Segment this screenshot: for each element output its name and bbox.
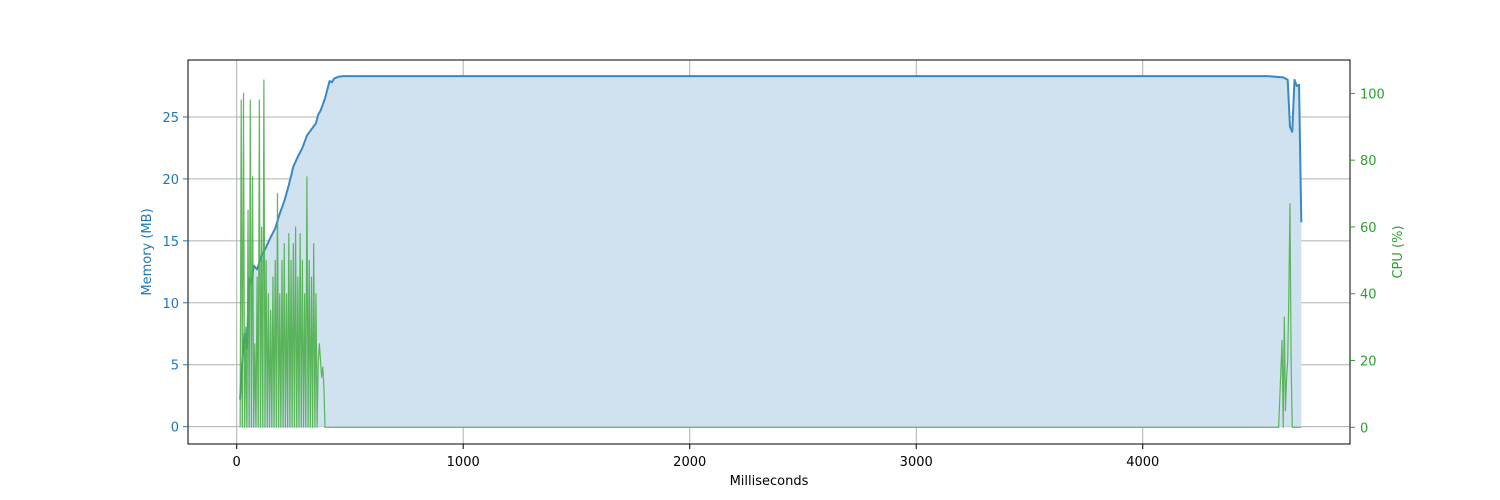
left-y-axis-ticks: 0 5 10 15 20 25 — [162, 111, 188, 436]
right-y-tick-label: 100 — [1360, 87, 1385, 102]
memory-area-fill — [240, 76, 1302, 427]
series-layer — [239, 75, 1303, 428]
left-y-tick-label: 0 — [171, 421, 179, 436]
x-tick-label: 1000 — [447, 455, 480, 470]
left-y-axis-label: Memory (MB) — [140, 208, 155, 295]
cpu-series-line — [239, 79, 1302, 428]
left-y-tick-label: 25 — [162, 111, 179, 126]
right-y-tick-label: 40 — [1360, 288, 1377, 303]
right-y-tick-label: 20 — [1360, 355, 1377, 370]
left-y-tick-label: 10 — [162, 297, 179, 312]
x-axis-label: Milliseconds — [730, 474, 809, 489]
x-tick-label: 4000 — [1126, 455, 1159, 470]
left-y-tick-label: 20 — [162, 173, 179, 188]
x-tick-label: 3000 — [900, 455, 933, 470]
plot-frame — [187, 59, 1351, 445]
right-y-axis-ticks: 0 20 40 60 80 100 — [1350, 87, 1385, 436]
x-tick-label: 2000 — [673, 455, 706, 470]
right-y-tick-label: 80 — [1360, 154, 1377, 169]
x-tick-label: 0 — [233, 455, 241, 470]
left-y-tick-label: 5 — [171, 359, 179, 374]
x-axis-ticks: 0 1000 2000 3000 4000 — [233, 444, 1159, 470]
right-y-tick-label: 0 — [1360, 421, 1368, 436]
left-y-tick-label: 15 — [162, 235, 179, 250]
right-y-axis-label: CPU (%) — [1391, 225, 1406, 278]
right-y-tick-label: 60 — [1360, 221, 1377, 236]
